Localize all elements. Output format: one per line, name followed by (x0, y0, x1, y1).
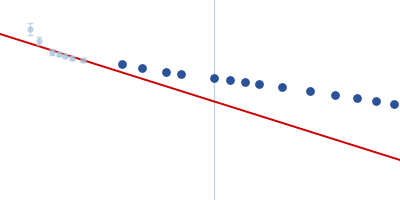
Point (354, 96, 360, 99)
Point (119, 62, 125, 66)
Point (178, 72, 184, 76)
Point (391, 102, 397, 105)
Point (139, 66, 145, 69)
Point (307, 90, 313, 93)
Point (256, 82, 262, 85)
Point (332, 93, 338, 96)
Point (163, 70, 169, 73)
Point (211, 76, 217, 80)
Point (242, 80, 248, 84)
Point (373, 99, 379, 102)
Point (227, 78, 233, 82)
Point (279, 86, 285, 89)
